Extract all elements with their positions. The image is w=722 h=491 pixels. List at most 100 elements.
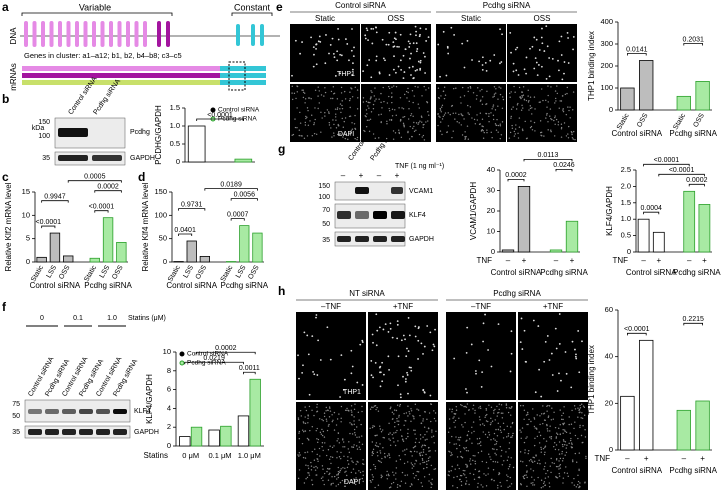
cell [368, 59, 371, 61]
cell [417, 471, 420, 473]
cell [496, 405, 498, 408]
cell [296, 107, 298, 109]
cell [453, 476, 455, 479]
cell [291, 98, 294, 101]
cell [382, 86, 384, 89]
row-label: mRNAs [9, 63, 18, 91]
cell [478, 470, 481, 472]
x-tick-label: 0.1 μM [208, 451, 231, 460]
cell [325, 410, 327, 412]
cell [547, 476, 550, 478]
cell [521, 427, 524, 429]
cell [340, 86, 343, 89]
cell [315, 43, 318, 46]
cell [559, 457, 562, 460]
cell [456, 464, 459, 466]
cell [352, 446, 354, 449]
cell [391, 92, 393, 94]
cell [488, 431, 490, 434]
cell [426, 460, 428, 463]
cell [497, 422, 499, 425]
cell [365, 27, 368, 30]
cell [430, 483, 433, 485]
cell [577, 474, 579, 477]
cell [579, 424, 581, 427]
cell [552, 418, 555, 420]
cell [558, 69, 560, 72]
cell [410, 52, 412, 55]
cell [303, 482, 306, 484]
marker: 35 [12, 429, 20, 436]
cell [426, 101, 429, 104]
cell [353, 423, 355, 426]
cell [430, 403, 432, 405]
cell [528, 100, 530, 102]
cell [546, 405, 548, 408]
cell [561, 443, 564, 446]
cell [497, 484, 499, 487]
cell [407, 130, 409, 133]
cell [479, 419, 481, 421]
cell [464, 413, 466, 415]
cell [417, 123, 419, 125]
cell [582, 425, 584, 427]
cell [471, 59, 473, 61]
cell [467, 112, 469, 114]
column-label: OSS [388, 14, 405, 23]
micrograph [368, 402, 438, 490]
cell [574, 434, 577, 437]
cell [527, 413, 529, 416]
cell [465, 135, 467, 138]
cell [437, 113, 439, 115]
cell [416, 470, 418, 473]
cell [298, 455, 300, 457]
cell [370, 90, 372, 92]
x-axis-label: TNF [594, 454, 610, 463]
exon [49, 21, 54, 47]
cell [333, 445, 335, 447]
cell [349, 432, 351, 435]
cell [333, 132, 335, 134]
cell [400, 480, 403, 483]
cell [414, 463, 416, 465]
cell [539, 463, 541, 465]
bar [676, 409, 691, 451]
cell [325, 406, 328, 409]
cell [361, 443, 364, 445]
cell [298, 129, 301, 131]
marker: 150 [318, 183, 330, 190]
cell [324, 87, 326, 89]
p-value: 0.2031 [682, 36, 704, 43]
cell [303, 137, 306, 140]
cell [558, 313, 561, 315]
cell [448, 450, 450, 453]
cell [481, 88, 483, 91]
cell [401, 107, 403, 109]
cell [572, 460, 574, 463]
cell [506, 479, 508, 482]
cell [439, 121, 442, 123]
axis [34, 192, 128, 263]
cell [567, 62, 570, 64]
cell [553, 462, 555, 465]
marker: 100 [318, 194, 330, 201]
cell [582, 405, 585, 407]
cell [323, 412, 326, 414]
cell [389, 327, 392, 330]
cell [581, 412, 583, 414]
cell [422, 126, 424, 129]
cell [499, 28, 501, 31]
cell [410, 451, 412, 453]
cell [417, 358, 419, 360]
cell [389, 432, 391, 434]
cell [465, 440, 467, 442]
cell [307, 467, 310, 469]
cell [486, 90, 488, 93]
cell [500, 412, 503, 414]
cell [320, 433, 323, 435]
cell [478, 437, 481, 440]
cell [570, 442, 573, 444]
cell [551, 462, 553, 464]
cell [328, 416, 331, 418]
cell [339, 457, 342, 460]
